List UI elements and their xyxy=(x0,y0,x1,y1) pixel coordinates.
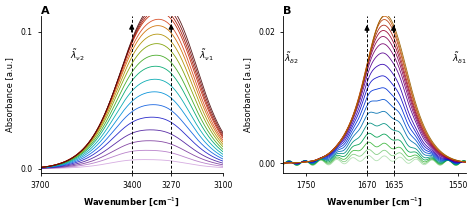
Text: B: B xyxy=(283,6,292,16)
Text: $\tilde{\lambda}_{\nu2}$: $\tilde{\lambda}_{\nu2}$ xyxy=(70,48,84,63)
Y-axis label: Absorbance [a.u.]: Absorbance [a.u.] xyxy=(6,57,15,132)
Text: $\tilde{\lambda}_{\delta2}$: $\tilde{\lambda}_{\delta2}$ xyxy=(283,51,299,66)
Y-axis label: Absorbance [a.u.]: Absorbance [a.u.] xyxy=(244,57,253,132)
Text: $\tilde{\lambda}_{\delta1}$: $\tilde{\lambda}_{\delta1}$ xyxy=(452,51,467,66)
X-axis label: Wavenumber [cm$^{-1}$]: Wavenumber [cm$^{-1}$] xyxy=(326,196,423,208)
Text: $\tilde{\lambda}_{\nu1}$: $\tilde{\lambda}_{\nu1}$ xyxy=(199,48,213,63)
X-axis label: Wavenumber [cm$^{-1}$]: Wavenumber [cm$^{-1}$] xyxy=(83,196,180,208)
Text: A: A xyxy=(41,6,49,16)
